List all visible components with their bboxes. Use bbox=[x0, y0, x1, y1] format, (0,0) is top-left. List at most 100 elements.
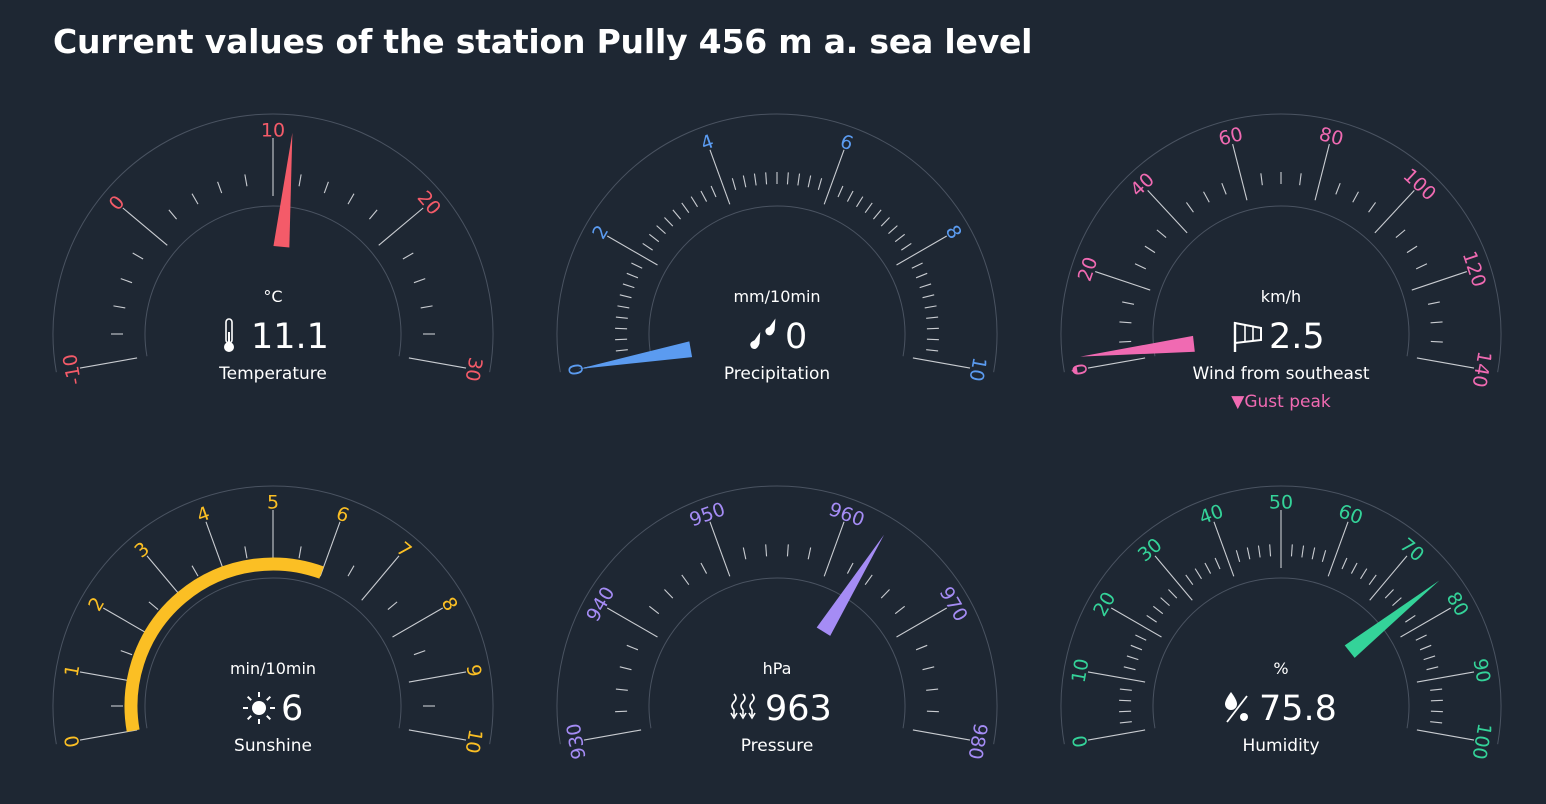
minor-tick bbox=[347, 565, 355, 577]
tick-label: 9 bbox=[462, 663, 486, 679]
minor-tick bbox=[1406, 245, 1418, 254]
gauge-outer-ring bbox=[52, 485, 494, 745]
major-tick bbox=[1416, 357, 1475, 369]
minor-tick bbox=[1203, 191, 1210, 203]
minor-tick bbox=[1299, 173, 1302, 186]
minor-tick bbox=[846, 562, 854, 574]
major-tick bbox=[1416, 671, 1475, 683]
major-tick bbox=[912, 357, 971, 369]
major-tick bbox=[1416, 729, 1475, 741]
tick-label: 20 bbox=[1074, 254, 1103, 284]
tick-label: 80 bbox=[1442, 588, 1473, 620]
value-needle bbox=[1080, 335, 1195, 357]
minor-tick bbox=[191, 565, 199, 577]
gauge-label: Wind from southeast bbox=[1193, 364, 1370, 384]
minor-tick bbox=[1352, 191, 1359, 203]
minor-tick bbox=[681, 574, 690, 585]
pressure-arrows-icon bbox=[730, 693, 756, 720]
tick-label: 70 bbox=[1395, 534, 1428, 566]
minor-tick bbox=[1321, 550, 1327, 562]
wind-sock-icon bbox=[1233, 321, 1262, 352]
value-readout: 0 bbox=[785, 317, 807, 357]
minor-tick bbox=[413, 650, 426, 656]
tick-label: 6 bbox=[333, 502, 352, 527]
minor-tick bbox=[1368, 202, 1377, 213]
gauge-inner-ring bbox=[1152, 577, 1410, 729]
minor-tick bbox=[797, 173, 801, 186]
tick-label: 90 bbox=[1468, 657, 1494, 685]
major-tick bbox=[1154, 555, 1193, 601]
gust-peak-marker bbox=[1071, 366, 1078, 374]
humidity-gauge: 0 10 20 30 40 50 60 70 80 90 100% 75.8 Humidity bbox=[1060, 485, 1502, 761]
minor-tick bbox=[901, 242, 912, 251]
unit-label: hPa bbox=[763, 659, 792, 678]
minor-tick bbox=[298, 546, 302, 559]
major-tick bbox=[1087, 729, 1146, 741]
major-tick bbox=[1095, 271, 1151, 291]
tick-label: 0 bbox=[1069, 361, 1093, 377]
tick-label: 0 bbox=[61, 733, 85, 749]
minor-tick bbox=[615, 349, 628, 352]
precipitation-gauge: 0 2 4 6 8 10 mm/10min 0 Precipitation bbox=[556, 113, 998, 384]
minor-tick bbox=[656, 225, 666, 235]
minor-tick bbox=[880, 217, 890, 227]
tick-label: 120 bbox=[1458, 248, 1490, 289]
minor-tick bbox=[323, 181, 329, 194]
minor-tick bbox=[132, 252, 144, 260]
gust-peak-legend: ▼Gust peak bbox=[1231, 392, 1331, 412]
major-tick bbox=[709, 521, 731, 577]
minor-tick bbox=[856, 196, 864, 208]
minor-tick bbox=[731, 178, 737, 190]
minor-tick bbox=[922, 294, 935, 299]
unit-label: km/h bbox=[1261, 287, 1301, 306]
minor-tick bbox=[615, 316, 628, 319]
tick-label: 8 bbox=[941, 222, 966, 243]
major-tick bbox=[122, 207, 168, 246]
tick-label: 4 bbox=[194, 502, 213, 527]
minor-tick bbox=[837, 185, 844, 198]
major-tick bbox=[408, 671, 467, 683]
minor-tick bbox=[1235, 550, 1241, 562]
minor-tick bbox=[710, 185, 717, 198]
minor-tick bbox=[807, 547, 812, 560]
minor-tick bbox=[1368, 574, 1377, 585]
minor-tick bbox=[872, 209, 882, 220]
major-tick bbox=[79, 357, 138, 369]
major-tick bbox=[408, 357, 467, 369]
gauge-inner-ring bbox=[648, 577, 906, 729]
minor-tick bbox=[664, 589, 674, 599]
major-tick bbox=[896, 607, 948, 638]
unit-label: °C bbox=[263, 287, 282, 306]
major-tick bbox=[896, 235, 948, 266]
minor-tick bbox=[1360, 568, 1368, 580]
gauge-label: Temperature bbox=[218, 364, 327, 384]
gauge-outer-ring bbox=[1060, 485, 1502, 745]
minor-tick bbox=[915, 644, 928, 651]
minor-tick bbox=[1160, 597, 1170, 607]
rain-drops-icon bbox=[750, 318, 776, 350]
major-tick bbox=[1232, 143, 1248, 201]
minor-tick bbox=[420, 305, 433, 309]
gauge-outer-ring bbox=[1060, 113, 1502, 373]
tick-label: 8 bbox=[437, 594, 462, 615]
minor-tick bbox=[1415, 263, 1428, 270]
tick-label: 6 bbox=[837, 130, 856, 155]
gauge-outer-ring bbox=[556, 113, 998, 373]
minor-tick bbox=[1246, 547, 1251, 560]
minor-tick bbox=[1430, 340, 1443, 343]
minor-tick bbox=[120, 650, 133, 656]
minor-tick bbox=[217, 181, 223, 194]
minor-tick bbox=[742, 547, 747, 560]
minor-tick bbox=[615, 688, 628, 691]
sun-icon bbox=[243, 692, 275, 724]
minor-tick bbox=[786, 172, 789, 185]
major-tick bbox=[392, 607, 444, 638]
major-tick bbox=[79, 729, 138, 741]
minor-tick bbox=[864, 574, 873, 585]
minor-tick bbox=[649, 233, 660, 243]
tick-label: 1 bbox=[61, 663, 85, 679]
minor-tick bbox=[1194, 568, 1202, 580]
tick-label: 930 bbox=[563, 722, 591, 762]
